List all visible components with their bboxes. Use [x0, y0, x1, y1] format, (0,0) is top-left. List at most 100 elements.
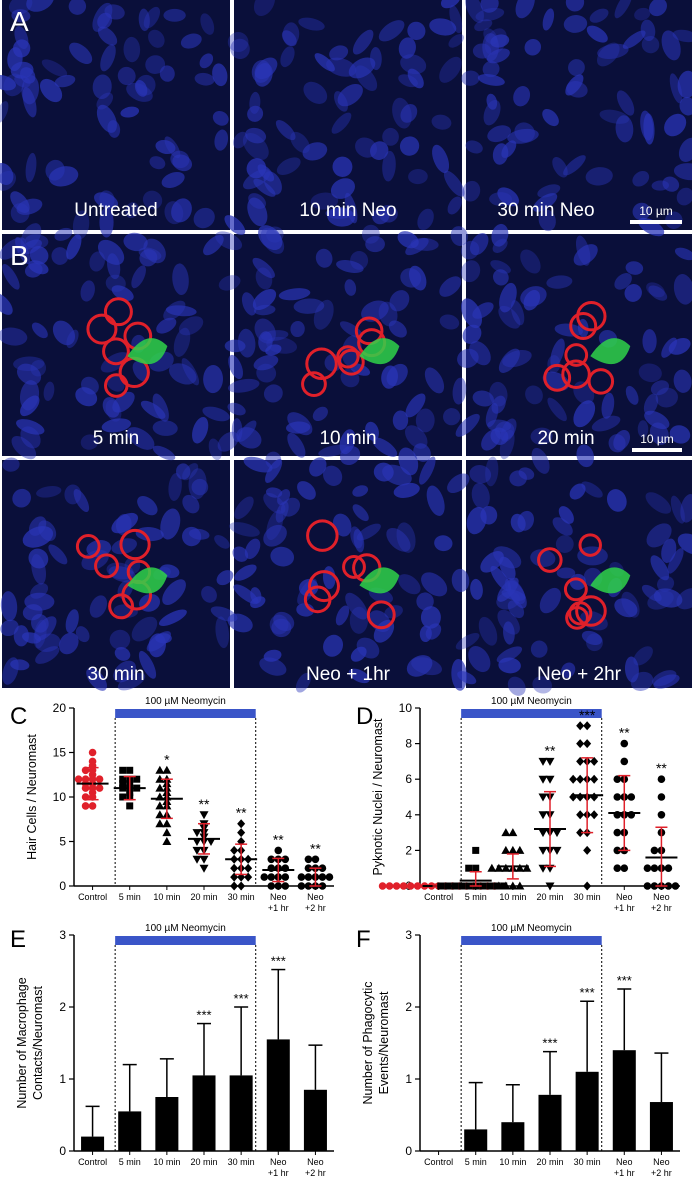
data-point — [281, 873, 290, 881]
nucleus — [439, 56, 462, 83]
nucleus — [224, 339, 246, 353]
nucleus — [287, 412, 313, 436]
nucleus — [419, 625, 432, 643]
x-tick-label: Neo — [270, 892, 287, 902]
hair-cell — [306, 519, 339, 552]
nucleus — [20, 239, 42, 255]
nucleus — [145, 55, 166, 74]
micrograph-cells-4 — [224, 224, 468, 466]
nucleus — [89, 251, 105, 272]
data-point — [515, 881, 525, 890]
chart-e: E 0 1 2 3 Number of Macrophage Contacts/Neurom… — [10, 923, 334, 1178]
nucleus — [530, 427, 553, 445]
x-tick-label: +1 hr — [614, 1168, 635, 1178]
nucleus — [253, 304, 276, 316]
data-point — [664, 882, 673, 890]
nucleus — [138, 8, 150, 32]
nucleus — [331, 112, 352, 134]
scalebar-a-bar — [630, 220, 682, 224]
nucleus — [672, 29, 692, 43]
nucleus — [566, 81, 588, 98]
hair-cell — [103, 297, 133, 327]
data-point — [95, 784, 104, 792]
nucleus — [538, 209, 556, 232]
data-point — [155, 774, 165, 783]
nucleus — [309, 457, 327, 477]
nucleus — [131, 616, 158, 642]
treatment-label: 100 µM Neomycin — [491, 696, 572, 707]
nucleus — [348, 668, 370, 684]
nucleus — [614, 0, 633, 19]
nucleus — [530, 549, 556, 567]
hair-cell — [564, 343, 589, 367]
nucleus — [176, 463, 191, 480]
x-tick-label: 30 min — [228, 892, 255, 902]
nucleus — [199, 53, 214, 69]
nucleus — [573, 400, 596, 428]
hair-cell — [587, 368, 615, 395]
caption-20min: 20 min — [537, 428, 595, 449]
nucleus — [471, 482, 490, 510]
nucleus — [138, 650, 157, 679]
data-point — [119, 780, 127, 788]
nucleus — [420, 606, 441, 629]
nucleus — [429, 18, 457, 36]
nucleus — [137, 496, 158, 516]
nucleus — [236, 427, 262, 449]
significance-label: *** — [234, 991, 249, 1006]
caption-neo-1hr: Neo + 1hr — [306, 664, 390, 685]
nucleus — [596, 42, 620, 67]
y-tick-label: 6 — [405, 772, 412, 786]
nucleus — [450, 226, 468, 246]
nucleus — [73, 489, 90, 513]
nucleus — [490, 260, 511, 274]
data-point — [451, 882, 459, 890]
nucleus — [202, 406, 230, 422]
significance-label: *** — [271, 954, 286, 969]
nucleus — [142, 190, 163, 210]
nucleus — [624, 284, 642, 302]
nucleus — [314, 53, 335, 72]
data-point — [515, 845, 525, 854]
nucleus — [162, 579, 186, 606]
nucleus — [158, 609, 187, 627]
data-point — [643, 882, 652, 890]
data-point — [627, 793, 636, 801]
nucleus — [170, 150, 190, 169]
data-point — [458, 882, 466, 890]
y-axis-label: Pyknotic Nuclei / Neuromast — [371, 718, 385, 876]
nucleus — [498, 305, 521, 329]
nucleus — [447, 196, 462, 215]
data-point — [126, 766, 134, 774]
x-tick-label: +2 hr — [651, 903, 672, 913]
nucleus — [155, 139, 176, 155]
nucleus — [2, 457, 20, 472]
nucleus — [669, 73, 683, 104]
nucleus — [546, 275, 573, 289]
nucleus — [661, 337, 677, 358]
nucleus — [616, 90, 635, 116]
data-point — [81, 793, 90, 801]
nucleus — [200, 13, 215, 35]
nucleus — [287, 432, 306, 458]
data-point — [399, 882, 408, 890]
y-tick-label: 0 — [59, 1144, 66, 1158]
hair-cell — [119, 528, 151, 561]
x-tick-label: 30 min — [574, 892, 601, 902]
nucleus — [632, 171, 650, 187]
nucleus — [270, 546, 295, 567]
bar — [612, 1050, 636, 1151]
data-point — [237, 881, 246, 891]
nucleus — [339, 429, 356, 455]
nucleus — [524, 39, 542, 56]
nucleus — [214, 535, 230, 549]
nucleus — [160, 508, 181, 540]
nucleus — [290, 131, 310, 154]
significance-label: ** — [273, 831, 284, 847]
x-tick-label: +2 hr — [305, 903, 326, 913]
data-point — [74, 775, 83, 783]
nucleus — [388, 320, 407, 338]
nucleus — [11, 9, 31, 23]
nucleus — [227, 378, 260, 393]
y-tick-label: 1 — [405, 1072, 412, 1086]
